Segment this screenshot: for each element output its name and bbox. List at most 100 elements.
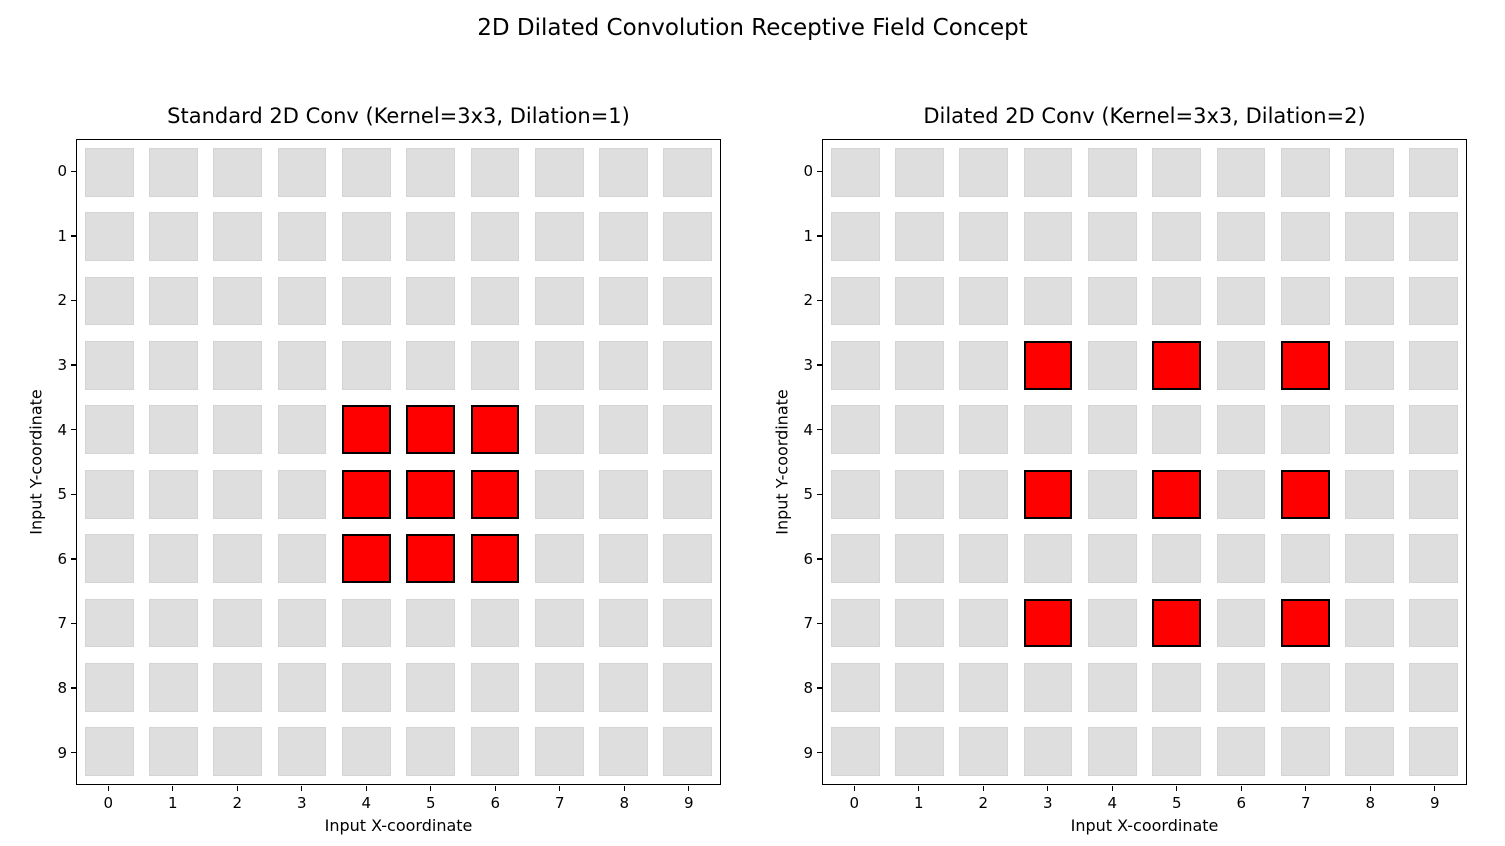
grid-cell xyxy=(141,462,205,526)
input-cell xyxy=(534,405,584,455)
grid-cell xyxy=(1273,655,1337,719)
input-cell xyxy=(599,212,648,262)
grid-cell xyxy=(1145,140,1209,204)
receptive-field-cell xyxy=(470,534,520,584)
input-cell xyxy=(1409,727,1459,777)
grid-cell xyxy=(1016,398,1080,462)
grid-cell xyxy=(952,398,1016,462)
grid-cell xyxy=(1337,140,1401,204)
grid-cell xyxy=(591,526,655,590)
input-cell xyxy=(149,469,198,519)
input-cell xyxy=(663,469,713,519)
grid-cell xyxy=(1145,462,1209,526)
grid-cell xyxy=(463,269,527,333)
grid-cell xyxy=(527,333,591,397)
grid-cell xyxy=(527,269,591,333)
ytick-label: 2 xyxy=(774,268,822,333)
input-cell xyxy=(534,212,584,262)
input-cell xyxy=(213,598,263,648)
grid-cell xyxy=(334,462,398,526)
grid-cell xyxy=(334,398,398,462)
grid-cell xyxy=(656,398,720,462)
grid-cell xyxy=(463,526,527,590)
grid-cell xyxy=(1080,720,1144,784)
input-cell xyxy=(663,276,713,326)
input-cell xyxy=(1409,662,1459,712)
grid-cell xyxy=(334,591,398,655)
input-cell xyxy=(663,147,713,197)
grid-cell xyxy=(823,655,887,719)
input-cell xyxy=(1345,469,1394,519)
grid-cell xyxy=(77,720,141,784)
grid-cell xyxy=(463,462,527,526)
input-cell xyxy=(1280,147,1330,197)
grid-cell xyxy=(77,269,141,333)
input-cell xyxy=(959,727,1009,777)
input-cell xyxy=(1345,212,1394,262)
xtick-label: 2 xyxy=(951,786,1016,814)
grid-cell xyxy=(141,269,205,333)
input-cell xyxy=(1280,276,1330,326)
grid-cell xyxy=(527,526,591,590)
input-cell xyxy=(599,147,648,197)
grid-cell xyxy=(1402,655,1466,719)
input-cell xyxy=(1087,598,1137,648)
input-cell xyxy=(213,276,263,326)
input-cell xyxy=(1409,212,1459,262)
input-cell xyxy=(1087,662,1137,712)
input-cell xyxy=(84,147,134,197)
grid-cell xyxy=(952,269,1016,333)
input-cell xyxy=(534,276,584,326)
input-cell xyxy=(341,340,391,390)
grid-cell xyxy=(141,526,205,590)
grid-cell xyxy=(270,655,334,719)
receptive-field-cell xyxy=(1280,598,1330,648)
input-cell xyxy=(1409,405,1459,455)
grid-cell xyxy=(1337,526,1401,590)
xtick-label: 8 xyxy=(1338,786,1403,814)
grid-cell xyxy=(527,655,591,719)
input-cell xyxy=(1023,662,1073,712)
input-cell xyxy=(149,340,198,390)
grid-cell xyxy=(270,462,334,526)
grid-cell xyxy=(334,140,398,204)
grid-cell xyxy=(463,398,527,462)
grid-cell xyxy=(77,333,141,397)
subplot-title: Dilated 2D Conv (Kernel=3x3, Dilation=2) xyxy=(923,104,1366,128)
grid-cell xyxy=(1209,526,1273,590)
ytick-label: 6 xyxy=(28,527,76,592)
input-cell xyxy=(1087,340,1137,390)
grid-cell xyxy=(591,655,655,719)
grid-cell xyxy=(77,204,141,268)
grid-cell xyxy=(656,269,720,333)
input-cell xyxy=(1216,534,1266,584)
xtick-label: 6 xyxy=(1209,786,1274,814)
input-cell xyxy=(84,212,134,262)
input-cell xyxy=(84,534,134,584)
grid-cell xyxy=(887,333,951,397)
grid-cell xyxy=(1337,269,1401,333)
input-cell xyxy=(895,662,944,712)
grid-cell xyxy=(77,462,141,526)
input-cell xyxy=(895,598,944,648)
input-cell xyxy=(534,469,584,519)
input-cell xyxy=(1345,405,1394,455)
input-cell xyxy=(277,727,327,777)
grid-cell xyxy=(206,398,270,462)
input-cell xyxy=(406,340,456,390)
input-cell xyxy=(1280,534,1330,584)
receptive-field-cell xyxy=(1280,469,1330,519)
input-cell xyxy=(1409,147,1459,197)
xtick-label: 8 xyxy=(592,786,657,814)
grid-cell xyxy=(656,655,720,719)
input-cell xyxy=(830,662,880,712)
input-cell xyxy=(149,598,198,648)
input-cell xyxy=(1023,405,1073,455)
input-cell xyxy=(895,405,944,455)
input-cell xyxy=(1345,598,1394,648)
input-cell xyxy=(1087,469,1137,519)
grid-cell xyxy=(952,591,1016,655)
input-cell xyxy=(959,212,1009,262)
